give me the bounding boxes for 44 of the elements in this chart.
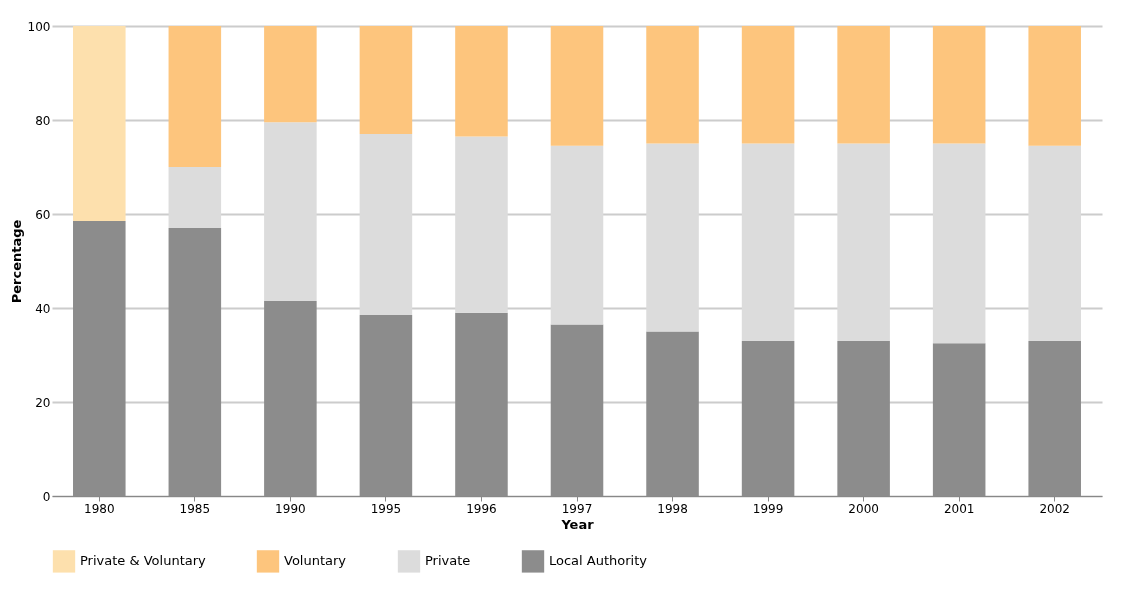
x-tick-label: 2002 [1039,501,1070,516]
x-tick-label: 1995 [370,501,402,516]
bar [550,145,604,325]
y-tick-label: 20 [35,395,51,410]
bar [168,167,222,229]
bar [455,136,508,313]
y-tick-label: 40 [35,301,51,316]
x-axis-title: Year [560,516,595,532]
bar [837,143,890,341]
y-tick-label: 60 [35,207,51,222]
bar [455,26,508,137]
x-tick-label: 1990 [275,501,306,516]
legend-label: Local Authority [549,553,648,569]
bar [932,143,986,344]
bar [264,122,317,301]
bar [359,26,413,135]
legend-label: Private & Voluntary [80,553,207,569]
x-tick-label: 1999 [752,501,784,516]
bar [359,134,413,316]
y-tick-label: 100 [27,19,51,34]
legend-label: Voluntary [284,553,347,569]
bar [1028,26,1081,146]
bar [932,26,986,144]
x-tick-label: 1997 [561,501,593,516]
x-tick-label: 2001 [943,501,975,516]
y-tick-label: 80 [35,113,51,128]
bar [646,143,699,332]
bar [73,26,126,222]
bar [1028,145,1081,341]
bar [168,26,222,167]
legend-label: Private [425,553,471,569]
bar [837,26,890,144]
y-tick-label: 0 [42,489,51,504]
x-tick-label: 1985 [179,501,211,516]
bar [646,26,699,144]
bar [741,143,795,341]
bar [264,26,317,123]
x-tick-label: 1998 [657,501,688,516]
x-tick-label: 1980 [84,501,115,516]
x-tick-label: 1996 [466,501,497,516]
y-axis-title: Percentage [8,219,24,304]
bar [741,26,795,144]
bar [550,26,604,146]
x-tick-label: 2000 [848,501,879,516]
